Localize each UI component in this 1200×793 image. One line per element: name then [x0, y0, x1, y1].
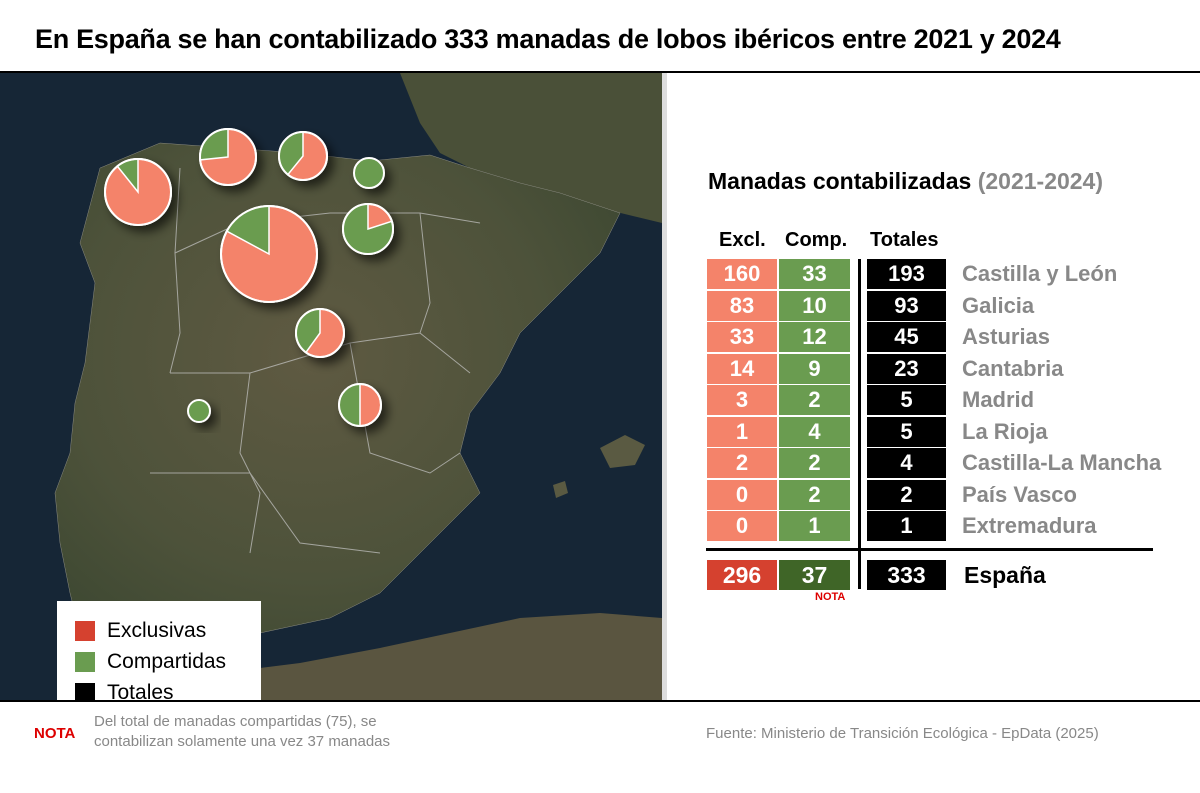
- map: Exclusivas Compartidas Totales: [0, 73, 662, 700]
- cell-excl: 2: [707, 448, 777, 478]
- cell-excl: 3: [707, 385, 777, 415]
- pie-outline: [295, 308, 345, 358]
- cell-excl: 83: [707, 290, 777, 321]
- cell-comp: 2: [779, 448, 850, 478]
- region-name: País Vasco: [962, 481, 1077, 507]
- pie-outline: [342, 203, 394, 255]
- cell-total: 5: [867, 385, 946, 415]
- table-title-period: (2021-2024): [977, 168, 1104, 194]
- total-excl: 296: [707, 560, 777, 590]
- legend-item-compartidas: Compartidas: [75, 646, 261, 677]
- total-region: España: [964, 562, 1046, 588]
- legend-label: Compartidas: [107, 649, 227, 673]
- pie-castilla-la-mancha: [338, 383, 382, 427]
- cell-comp: 2: [779, 385, 850, 415]
- header-total: Totales: [870, 229, 939, 251]
- pie-asturias: [199, 128, 257, 186]
- pie-outline: [220, 205, 318, 303]
- cell-comp: 12: [779, 322, 850, 352]
- cell-comp: 4: [779, 416, 850, 447]
- cell-comp: 1: [779, 511, 850, 541]
- france-land: [400, 73, 662, 223]
- total-comp: 37: [779, 560, 850, 590]
- legend: Exclusivas Compartidas Totales: [57, 601, 261, 700]
- pie-castilla-y-le-n: [220, 205, 318, 303]
- cell-total: 5: [867, 416, 946, 447]
- pie-extremadura: [187, 399, 211, 423]
- region-name: Castilla-La Mancha: [962, 450, 1162, 475]
- cell-excl: 14: [707, 353, 777, 384]
- pie-outline: [278, 131, 328, 181]
- table-title: Manadas contabilizadas (2021-2024): [708, 168, 1103, 195]
- cell-total: 2: [867, 479, 946, 510]
- divider: [858, 259, 861, 589]
- region-name: Asturias: [962, 324, 1051, 349]
- cell-total: 93: [867, 290, 946, 321]
- pie-madrid: [295, 308, 345, 358]
- africa-land: [150, 613, 662, 700]
- total-total: 333: [867, 560, 946, 590]
- mallorca: [600, 435, 645, 468]
- header-comp: Comp.: [785, 229, 848, 251]
- region-name: Extremadura: [962, 513, 1097, 538]
- cell-excl: 1: [707, 416, 777, 447]
- region-borders: [150, 167, 481, 554]
- cell-comp: 33: [779, 259, 850, 289]
- map-separator: [662, 73, 667, 700]
- cell-comp: 9: [779, 353, 850, 384]
- legend-item-totales: Totales: [75, 677, 261, 700]
- header-excl: Excl.: [719, 229, 766, 251]
- legend-label: Totales: [107, 680, 174, 701]
- pie-outline: [338, 383, 382, 427]
- divider: [0, 71, 1200, 73]
- region-name: Galicia: [962, 292, 1035, 318]
- legend-label: Exclusivas: [107, 618, 207, 642]
- region-name: La Rioja: [962, 418, 1048, 444]
- divider: [706, 548, 1153, 551]
- nota-marker: NOTA: [815, 591, 846, 603]
- cell-total: 1: [867, 511, 946, 541]
- cell-excl: 33: [707, 322, 777, 352]
- pie-base: [187, 399, 211, 423]
- chart-title: En España se han contabilizado 333 manad…: [35, 24, 1061, 54]
- cell-comp: 10: [779, 290, 850, 321]
- iberia-land: [54, 142, 621, 674]
- pie-markers: [104, 128, 394, 427]
- pie-base: [353, 157, 385, 189]
- cell-total: 4: [867, 448, 946, 478]
- legend-swatch: [75, 682, 95, 700]
- pie-outline: [104, 158, 172, 226]
- legend-swatch: [75, 620, 95, 641]
- cell-total: 23: [867, 353, 946, 384]
- legend-item-exclusivas: Exclusivas: [75, 615, 261, 646]
- note-text: Del total de manadas compartidas (75), s…: [94, 713, 391, 750]
- pie-outline: [199, 128, 257, 186]
- cell-total: 45: [867, 322, 946, 352]
- cell-comp: 2: [779, 479, 850, 510]
- cell-excl: 160: [707, 259, 777, 289]
- source: Fuente: Ministerio de Transición Ecológi…: [706, 725, 1099, 742]
- note-label: NOTA: [34, 725, 76, 742]
- pie-pa-s-vasco: [353, 157, 385, 189]
- cell-excl: 0: [707, 479, 777, 510]
- legend-swatch: [75, 651, 95, 672]
- region-name: Cantabria: [962, 355, 1064, 381]
- map-svg: [0, 73, 662, 700]
- pie-galicia: [104, 158, 172, 226]
- table-title-text: Manadas contabilizadas: [708, 168, 972, 194]
- pie-cantabria: [278, 131, 328, 181]
- pie-la-rioja: [342, 203, 394, 255]
- region-name: Madrid: [962, 387, 1035, 412]
- cell-total: 193: [867, 259, 946, 289]
- region-name: Castilla y León: [962, 261, 1118, 286]
- ibiza: [553, 481, 568, 498]
- divider: [0, 700, 1200, 702]
- cell-excl: 0: [707, 511, 777, 541]
